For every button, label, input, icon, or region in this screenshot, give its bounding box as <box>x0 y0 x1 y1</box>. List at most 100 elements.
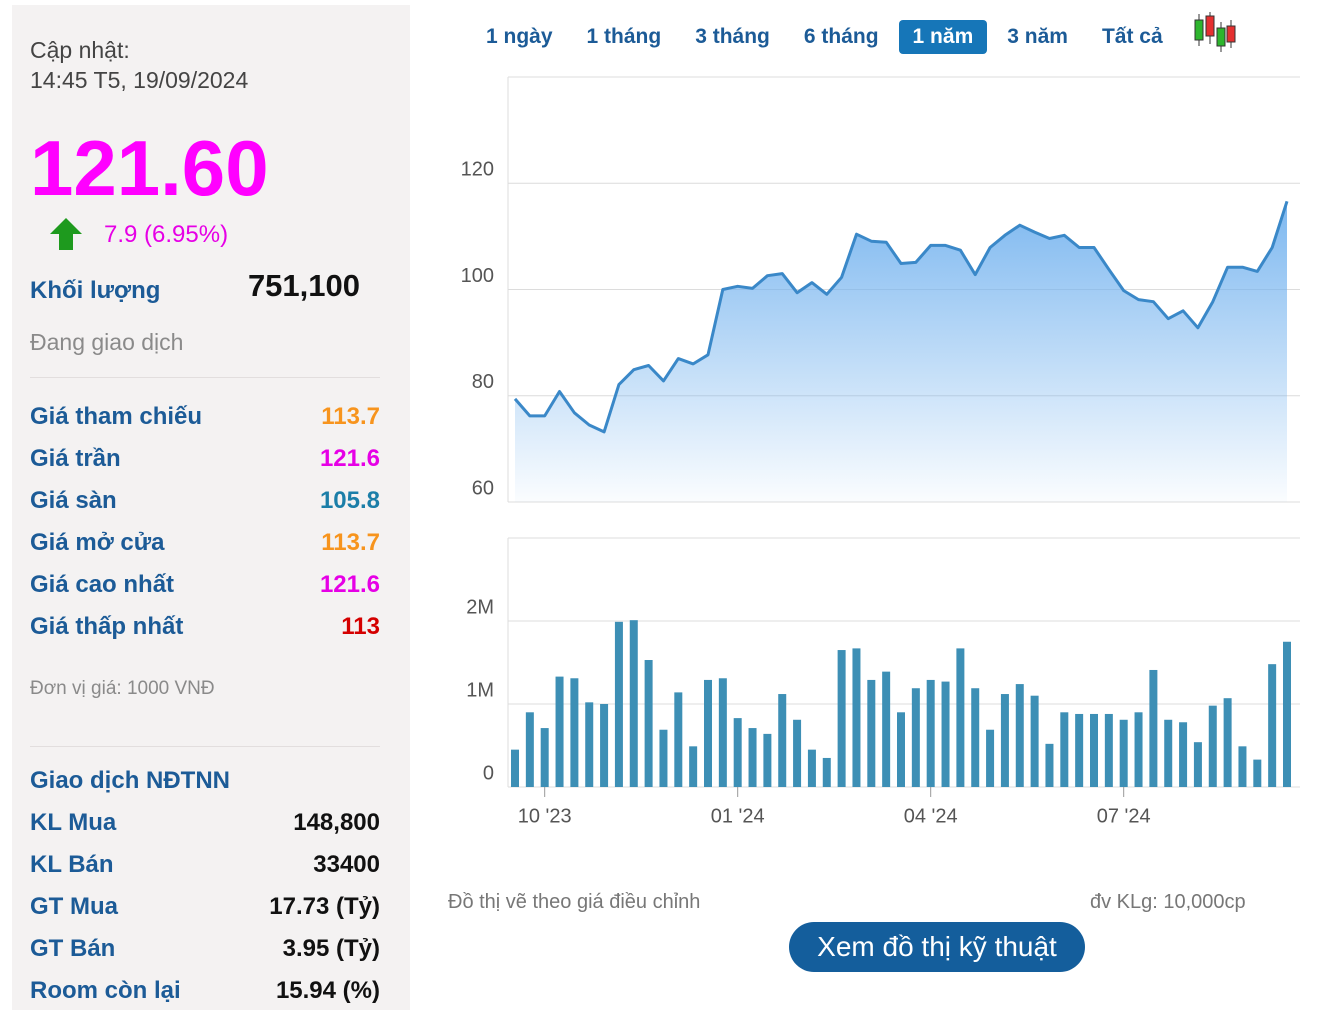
volume-bar <box>1179 722 1188 787</box>
y-tick-label: 1M <box>466 679 494 701</box>
volume-bar <box>1119 719 1128 787</box>
x-tick-label: 10 '23 <box>518 805 572 827</box>
range-tabs: 1 ngày 1 tháng 3 tháng 6 tháng 1 năm 3 năm Tất… <box>472 20 1177 54</box>
volume-bar <box>525 712 534 787</box>
separator <box>30 377 380 378</box>
separator <box>30 746 380 747</box>
volume-bar <box>911 688 920 787</box>
volume-bar <box>659 729 668 787</box>
volume-bar <box>763 733 772 787</box>
volume-bar <box>1090 713 1098 787</box>
x-tick-label: 04 '24 <box>904 805 958 827</box>
status: Đang giao dịch <box>30 329 184 355</box>
foreign-value: 17.73 (Tỷ) <box>269 893 380 920</box>
volume-bar <box>1253 759 1262 787</box>
price-value: 121.6 <box>319 571 380 598</box>
volume-bar <box>511 749 519 787</box>
volume-bar <box>807 749 816 787</box>
foreign-value: 148,800 <box>293 809 380 836</box>
price-change: 7.9 (6.95%) <box>104 221 229 248</box>
updated-time: 14:45 T5, 19/09/2024 <box>30 67 249 93</box>
volume-bar <box>1164 719 1173 787</box>
volume-bar <box>1193 742 1202 787</box>
volume-label: Khối lượng <box>30 277 161 304</box>
volume-bar <box>644 660 653 787</box>
price-value: 113 <box>341 613 380 640</box>
volume-bar <box>555 676 564 787</box>
volume-bar <box>1030 695 1039 787</box>
unit-note: Đơn vị giá: 1000 VNĐ <box>30 678 215 699</box>
volume-bar <box>1268 664 1277 787</box>
volume-bar <box>956 648 965 787</box>
price-line <box>513 200 1289 434</box>
technical-chart-button[interactable]: Xem đồ thị kỹ thuật <box>789 922 1085 972</box>
price-value: 113.7 <box>321 403 380 430</box>
up-arrow <box>50 218 82 250</box>
volume-bar <box>1149 669 1158 787</box>
volume-bar <box>614 621 623 787</box>
volume-bar <box>585 702 594 787</box>
volume-bar <box>1000 694 1009 787</box>
price-label: Giá mở cửa <box>30 529 165 556</box>
y-tick-label: 120 <box>461 159 494 181</box>
foreign-label: KL Bán <box>30 851 114 878</box>
foreign-value: 15.94 (%) <box>275 977 380 1004</box>
volume-bar <box>986 729 995 787</box>
volume-bar <box>971 688 980 787</box>
volume-bar <box>852 648 861 787</box>
volume-bar <box>793 719 802 787</box>
volume-bar <box>837 650 846 787</box>
volume-bar <box>1134 712 1143 787</box>
volume: 751,100 <box>247 268 360 303</box>
volume-bar <box>1045 743 1054 787</box>
y-tick-label: 100 <box>461 265 494 287</box>
foreign-value: 33400 <box>313 851 380 878</box>
foreign-title: Giao dịch NĐTNN <box>30 767 231 794</box>
area-fill <box>515 201 1287 503</box>
volume-bar <box>570 678 579 787</box>
volume-bar <box>718 678 727 787</box>
volume-bar <box>1208 705 1217 787</box>
price-value: 105.8 <box>319 487 380 514</box>
volume-bar <box>1238 746 1247 787</box>
range-tab[interactable]: Tất cả <box>1101 25 1163 48</box>
volume-bar <box>1015 684 1024 787</box>
volume-unit: đv KLg: 10,000cp <box>1090 891 1246 913</box>
volume-bar <box>822 757 831 787</box>
volume-bar <box>748 728 757 787</box>
range-tab[interactable]: 3 tháng <box>695 25 770 48</box>
range-tab[interactable]: 1 ngày <box>486 25 553 48</box>
foreign-value: 3.95 (Tỷ) <box>282 935 380 962</box>
volume-bar <box>704 679 712 787</box>
candle-icon <box>1194 12 1236 52</box>
volume-bar <box>689 746 698 787</box>
foreign-label: GT Mua <box>30 893 118 920</box>
y-tick-label: 60 <box>472 477 494 499</box>
y-tick-label: 2M <box>466 596 494 618</box>
volume-bar <box>674 692 683 787</box>
volume-bar <box>1060 712 1069 787</box>
y-tick-label: 80 <box>472 371 494 393</box>
price-value: 121.6 <box>319 445 380 472</box>
volume-bar <box>540 728 549 787</box>
range-tab[interactable]: 1 năm <box>898 20 988 54</box>
foreign-label: KL Mua <box>30 809 117 836</box>
range-tab[interactable]: 1 tháng <box>586 25 662 48</box>
info-panel: Cập nhật: 14:45 T5, 19/09/2024 121.60 7.… <box>12 5 410 1010</box>
price-label: Giá trần <box>30 445 121 472</box>
x-tick-label: 01 '24 <box>711 805 765 827</box>
volume-bar <box>867 679 876 787</box>
range-tab[interactable]: 3 năm <box>1007 25 1068 48</box>
foreign-label: Room còn lại <box>30 977 181 1004</box>
x-tick-label: 07 '24 <box>1097 805 1151 827</box>
volume-bar <box>1283 641 1291 787</box>
volume-bar <box>1104 713 1113 787</box>
volume-bar <box>941 681 950 787</box>
volume-bar <box>882 671 891 787</box>
price-value: 113.7 <box>321 529 380 556</box>
range-tab[interactable]: 6 tháng <box>803 25 879 48</box>
price-label: Giá thấp nhất <box>30 613 184 640</box>
price: 121.60 <box>30 124 269 212</box>
